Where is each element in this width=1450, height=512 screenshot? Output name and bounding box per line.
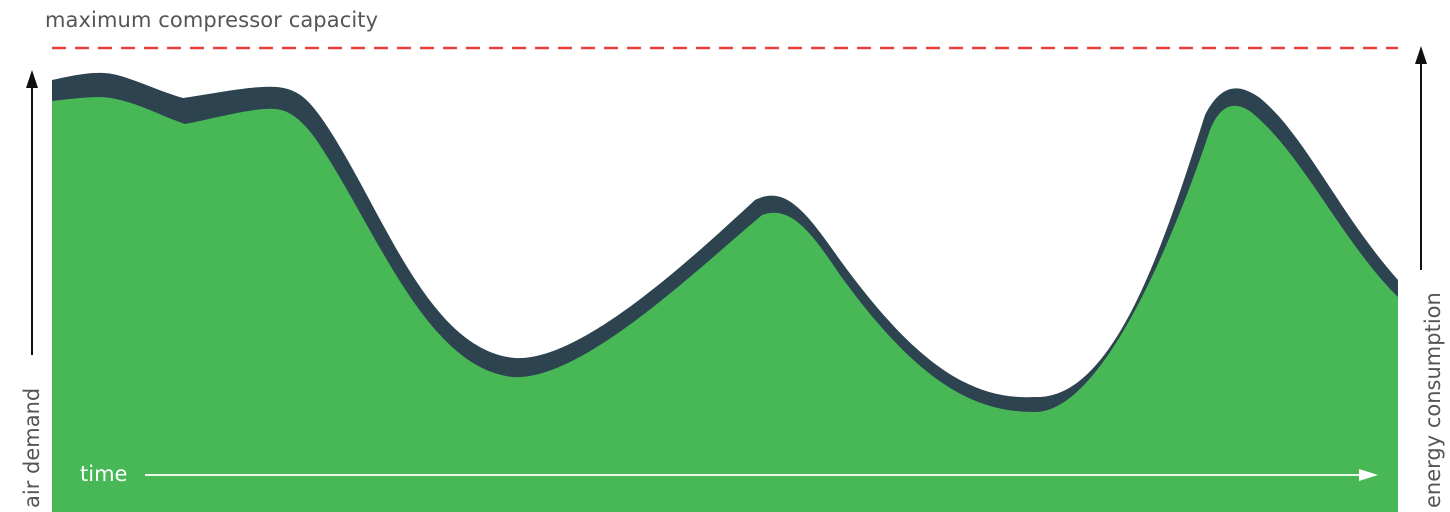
time-axis-arrowhead-icon — [1359, 469, 1378, 481]
right-axis-label: energy consumption — [1421, 292, 1445, 508]
right-axis-arrowhead-icon — [1415, 46, 1427, 64]
left-axis-label: air demand — [20, 388, 44, 508]
left-axis-arrowhead-icon — [26, 70, 38, 88]
time-axis-label: time — [80, 462, 127, 486]
air-demand-area — [52, 97, 1398, 512]
max-capacity-label: maximum compressor capacity — [45, 8, 379, 32]
